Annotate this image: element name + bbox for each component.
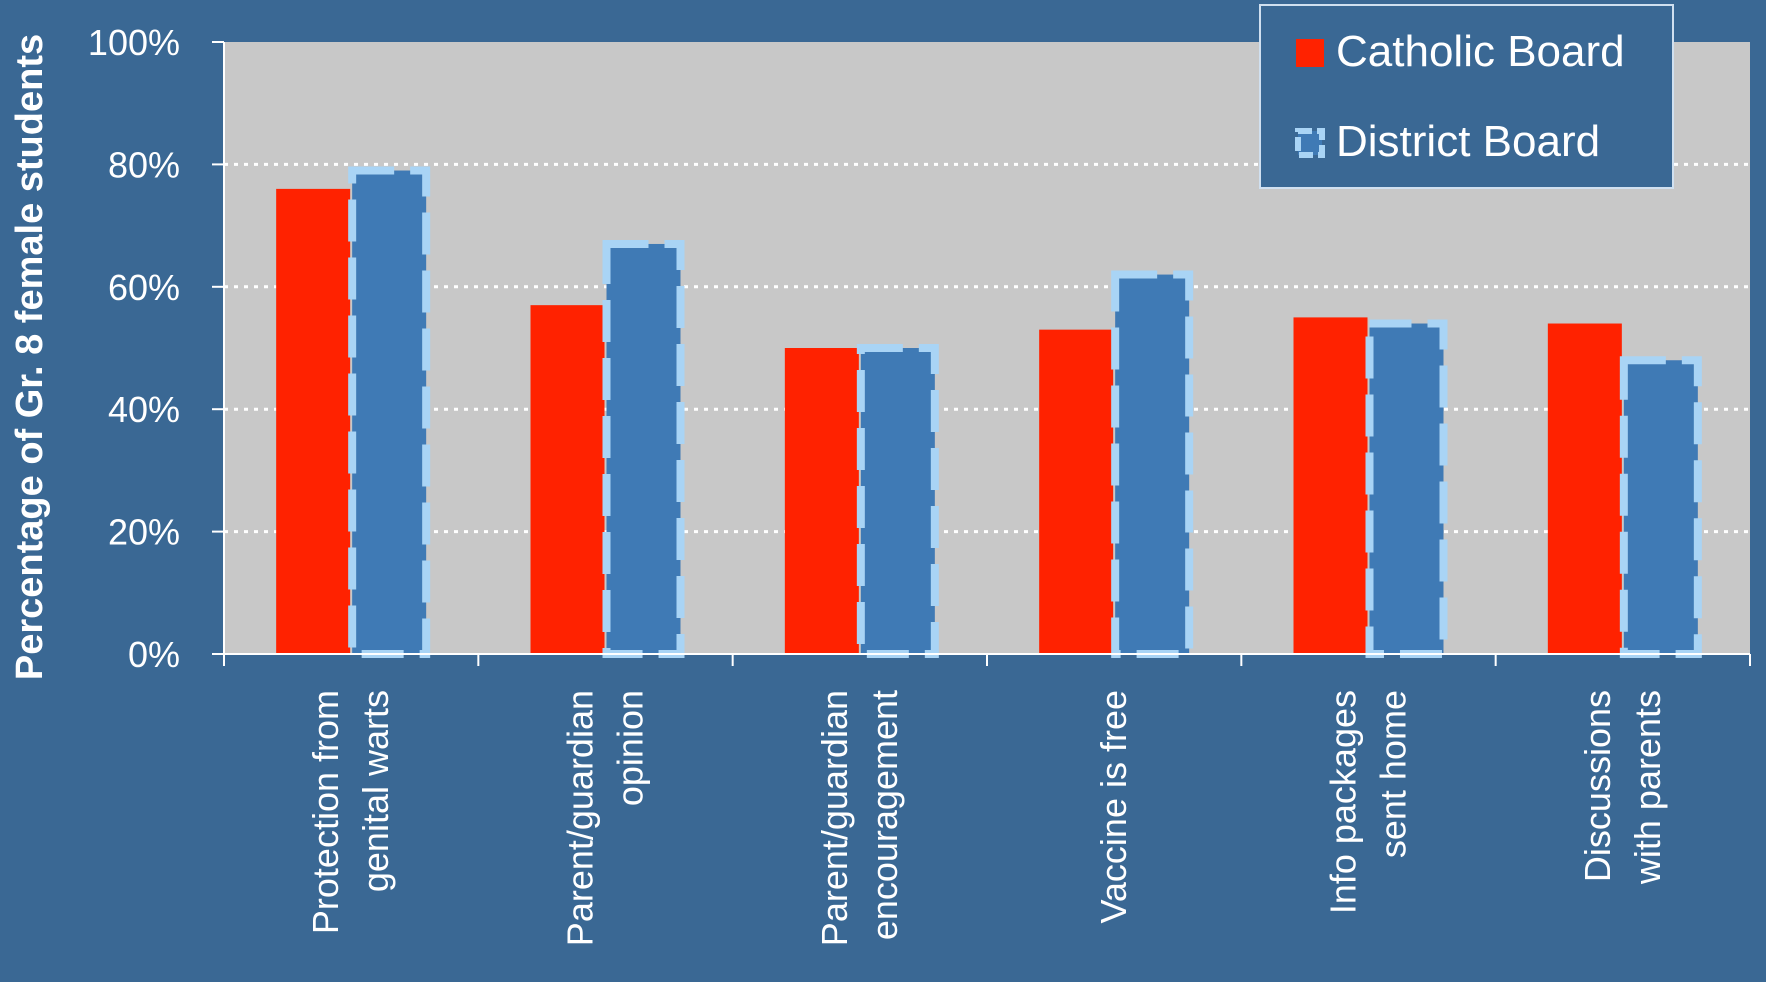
x-category-label: encouragement xyxy=(864,690,905,940)
legend-label-district-board: District Board xyxy=(1336,117,1600,166)
x-category-label: sent home xyxy=(1373,690,1414,858)
bar-catholic-board xyxy=(1293,317,1368,654)
bar-catholic-board xyxy=(276,188,351,654)
x-category-label: opinion xyxy=(610,690,651,806)
bar-catholic-board xyxy=(530,305,605,654)
y-tick-label: 60% xyxy=(108,267,180,308)
legend: Catholic Board District Board xyxy=(1259,4,1674,189)
bar-district-board xyxy=(1365,319,1448,658)
y-tick-label: 20% xyxy=(108,512,180,553)
x-category-label: genital warts xyxy=(355,690,396,892)
legend-swatch-catholic-board xyxy=(1296,39,1324,67)
bar-district-board xyxy=(1619,356,1702,658)
x-category-label: with parents xyxy=(1627,690,1668,885)
bars-group xyxy=(276,166,1702,659)
bar-catholic-board xyxy=(784,348,859,654)
bar-district-board xyxy=(348,166,431,659)
x-category-label: Protection from xyxy=(305,690,346,934)
bar-district-board xyxy=(856,344,939,658)
y-tick-label: 0% xyxy=(128,634,180,675)
bar-district-board xyxy=(1111,270,1194,658)
legend-label-catholic-board: Catholic Board xyxy=(1336,27,1625,76)
legend-swatch-district-board xyxy=(1295,128,1325,158)
bar-catholic-board xyxy=(1547,323,1622,654)
y-axis-title: Percentage of Gr. 8 female students xyxy=(9,34,51,680)
y-tick-label: 40% xyxy=(108,389,180,430)
x-category-label: Info packages xyxy=(1323,690,1364,914)
y-tick-label: 80% xyxy=(108,144,180,185)
x-category-label: Parent/guardian xyxy=(560,690,601,946)
axes-group: 0% 20% 40% 60% 80% 100% Protection from genital… xyxy=(88,22,1751,946)
bar-district-board xyxy=(602,239,685,659)
bar-catholic-board xyxy=(1039,329,1114,654)
x-category-label: Vaccine is free xyxy=(1093,690,1134,923)
x-category-label: Parent/guardian xyxy=(814,690,855,946)
legend-box xyxy=(1259,4,1674,189)
x-category-label: Discussions xyxy=(1577,690,1618,882)
y-tick-label: 100% xyxy=(88,22,180,63)
